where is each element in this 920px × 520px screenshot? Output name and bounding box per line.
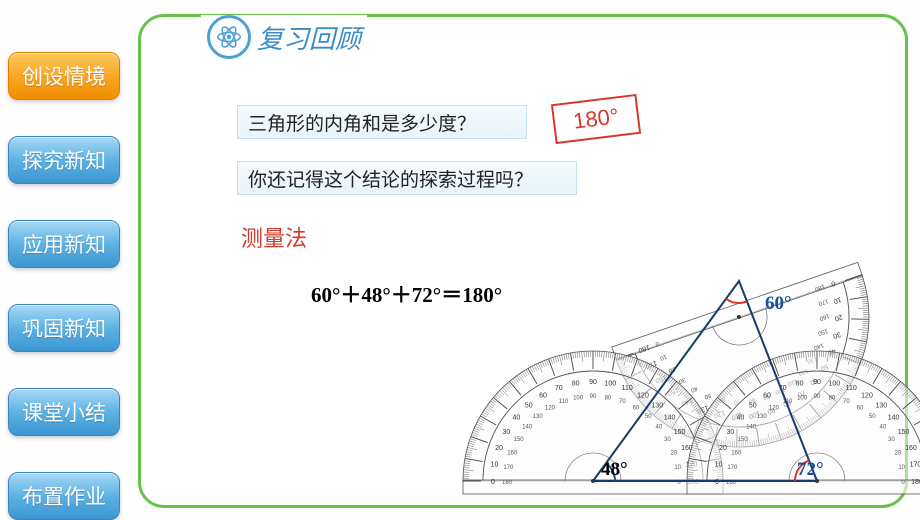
section-header: 复习回顾 bbox=[201, 15, 367, 59]
nav-label: 布置作业 bbox=[22, 481, 106, 511]
nav-item-summary[interactable]: 课堂小结 bbox=[8, 388, 120, 436]
nav-label: 创设情境 bbox=[22, 61, 106, 91]
angle-top-label: 60° bbox=[765, 293, 792, 315]
nav-item-explore[interactable]: 探究新知 bbox=[8, 136, 120, 184]
angle-right-label: 72° bbox=[797, 459, 824, 481]
answer-text: 180° bbox=[572, 103, 620, 134]
sidebar-nav: 创设情境 探究新知 应用新知 巩固新知 课堂小结 布置作业 bbox=[8, 52, 120, 520]
diagram-svg: 0180101702016030150401405013060120701108… bbox=[261, 185, 920, 505]
nav-item-context[interactable]: 创设情境 bbox=[8, 52, 120, 100]
nav-item-consolidate[interactable]: 巩固新知 bbox=[8, 304, 120, 352]
question-1-text: 三角形的内角和是多少度？ bbox=[248, 109, 476, 136]
content-panel: 复习回顾 三角形的内角和是多少度？ 180° 你还记得这个结论的探索过程吗？ 测… bbox=[138, 14, 908, 508]
section-title: 复习回顾 bbox=[257, 19, 361, 56]
nav-label: 巩固新知 bbox=[22, 313, 106, 343]
nav-label: 探究新知 bbox=[22, 145, 106, 175]
question-1-box: 三角形的内角和是多少度？ bbox=[237, 105, 527, 139]
answer-stamp: 180° bbox=[551, 94, 641, 144]
nav-item-homework[interactable]: 布置作业 bbox=[8, 472, 120, 520]
nav-item-apply[interactable]: 应用新知 bbox=[8, 220, 120, 268]
triangle-diagram: 0180101702016030150401405013060120701108… bbox=[261, 185, 920, 505]
nav-label: 课堂小结 bbox=[22, 397, 106, 427]
atom-icon bbox=[207, 15, 251, 59]
angle-left-label: 48° bbox=[601, 459, 628, 481]
nav-label: 应用新知 bbox=[22, 229, 106, 259]
